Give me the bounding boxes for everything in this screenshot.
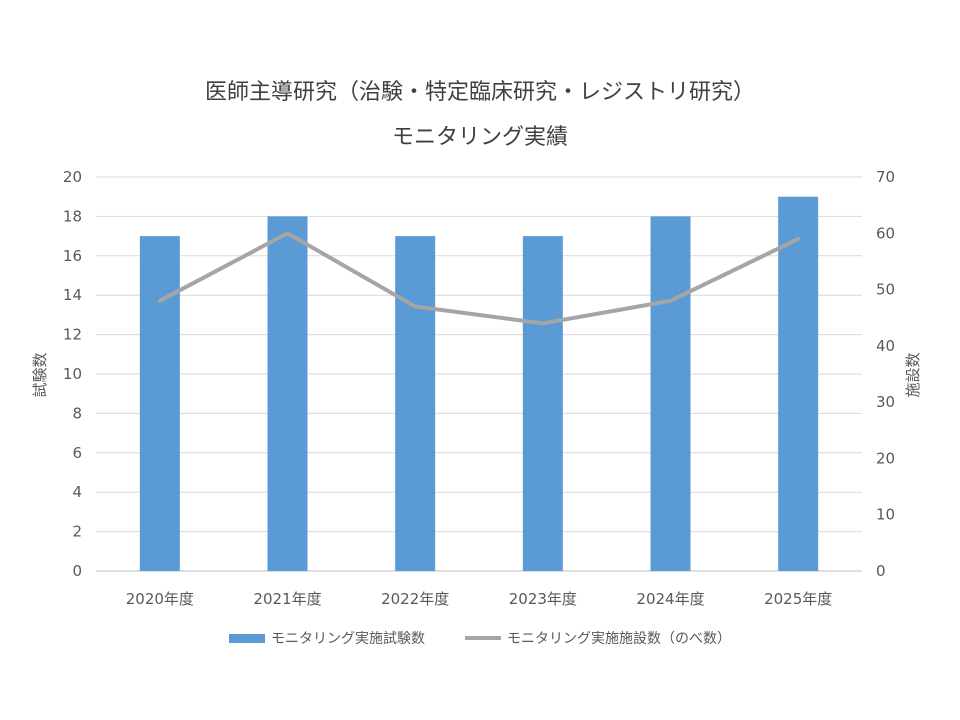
legend-item-bars: モニタリング実施試験数 — [229, 628, 425, 648]
x-tick-label: 2022年度 — [381, 590, 449, 608]
left-tick-label: 14 — [63, 286, 82, 304]
bar — [139, 236, 180, 571]
legend: モニタリング実施試験数 モニタリング実施施設数（のべ数） — [0, 628, 960, 648]
bar — [267, 216, 308, 571]
right-tick-label: 50 — [876, 281, 895, 299]
left-tick-label: 8 — [72, 404, 82, 422]
bar — [395, 236, 436, 571]
left-tick-label: 6 — [72, 444, 82, 462]
left-axis-ticks: 0 2 4 6 8 10 12 14 16 18 20 — [63, 168, 82, 580]
x-tick-label: 2024年度 — [636, 590, 704, 608]
right-tick-label: 40 — [876, 337, 895, 355]
x-tick-label: 2025年度 — [764, 590, 832, 608]
chart-subtitle: モニタリング実績 — [391, 125, 568, 150]
legend-item-line: モニタリング実施施設数（のべ数） — [465, 628, 731, 648]
legend-label-bars: モニタリング実施試験数 — [271, 631, 425, 647]
right-axis-ticks: 0 10 20 30 40 50 60 70 — [876, 168, 895, 580]
left-tick-label: 10 — [63, 365, 82, 383]
right-axis-title: 施設数 — [904, 352, 922, 397]
bar-series — [139, 196, 819, 571]
left-tick-label: 12 — [63, 326, 82, 344]
bar — [778, 196, 819, 571]
bar — [522, 236, 563, 571]
bar — [650, 216, 691, 571]
left-tick-label: 2 — [72, 523, 82, 541]
right-tick-label: 0 — [876, 562, 886, 580]
right-tick-label: 20 — [876, 449, 895, 467]
gridlines — [96, 176, 862, 572]
left-tick-label: 4 — [72, 483, 82, 501]
legend-swatch-line — [465, 636, 501, 640]
line-series — [157, 231, 801, 326]
right-tick-label: 10 — [876, 506, 895, 524]
right-tick-label: 60 — [876, 224, 895, 242]
legend-label-line: モニタリング実施施設数（のべ数） — [507, 631, 731, 647]
legend-swatch-bar — [229, 633, 265, 643]
right-tick-label: 30 — [876, 393, 895, 411]
left-tick-label: 0 — [72, 562, 82, 580]
series-line — [157, 231, 801, 326]
x-tick-label: 2023年度 — [509, 590, 577, 608]
left-tick-label: 16 — [63, 247, 82, 265]
x-axis-ticks: 2020年度 2021年度 2022年度 2023年度 2024年度 2025年度 — [126, 590, 833, 608]
left-tick-label: 20 — [63, 168, 82, 186]
left-axis-title: 試験数 — [31, 352, 49, 397]
x-tick-label: 2020年度 — [126, 590, 194, 608]
left-tick-label: 18 — [63, 207, 82, 225]
x-tick-label: 2021年度 — [253, 590, 321, 608]
right-tick-label: 70 — [876, 168, 895, 186]
chart-title: 医師主導研究（治験・特定臨床研究・レジストリ研究） — [204, 80, 755, 105]
